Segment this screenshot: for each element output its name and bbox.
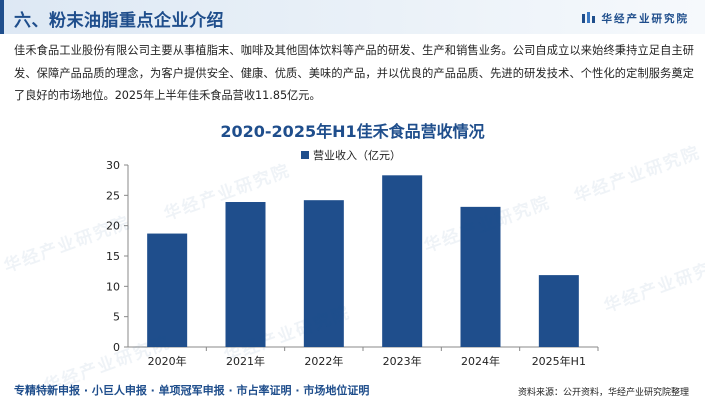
- x-tick-label: 2020年: [148, 354, 187, 368]
- bar: [147, 233, 188, 347]
- bar: [303, 200, 344, 347]
- page-title: 六、粉末油脂重点企业介绍: [14, 11, 224, 31]
- y-tick-label: 15: [106, 250, 120, 263]
- x-tick-label: 2022年: [304, 354, 343, 368]
- logo: 华经产业研究院: [581, 9, 690, 27]
- legend-label: 营业收入（亿元）: [313, 148, 401, 162]
- legend-swatch: [301, 151, 309, 159]
- bar: [225, 202, 266, 347]
- y-tick-label: 25: [106, 189, 120, 202]
- bar: [460, 206, 501, 347]
- x-tick-label: 2021年: [226, 354, 265, 368]
- y-tick-label: 10: [106, 280, 120, 293]
- title-accent: [0, 0, 4, 34]
- x-tick-label: 2025年H1: [532, 354, 586, 368]
- intro-paragraph: 佳禾食品工业股份有限公司主要从事植脂末、咖啡及其他固体饮料等产品的研发、生产和销…: [14, 44, 694, 102]
- x-tick-label: 2024年: [461, 354, 500, 368]
- y-tick-label: 30: [106, 159, 120, 172]
- footer-services: 专精特新申报 · 小巨人申报 · 单项冠军申报 · 市占率证明 · 市场地位证明: [14, 384, 370, 397]
- x-tick-label: 2023年: [383, 354, 422, 368]
- y-tick-label: 5: [113, 311, 120, 324]
- source-note: 资料来源：公开资料，华经产业研究院整理: [517, 388, 689, 398]
- y-tick-label: 0: [113, 341, 120, 354]
- logo-icon: [581, 12, 595, 23]
- y-tick-label: 20: [106, 220, 120, 233]
- bar: [382, 175, 423, 347]
- chart-title: 2020-2025年H1佳禾食品营收情况: [220, 122, 485, 141]
- logo-text: 华经产业研究院: [601, 12, 689, 25]
- bar: [538, 275, 579, 347]
